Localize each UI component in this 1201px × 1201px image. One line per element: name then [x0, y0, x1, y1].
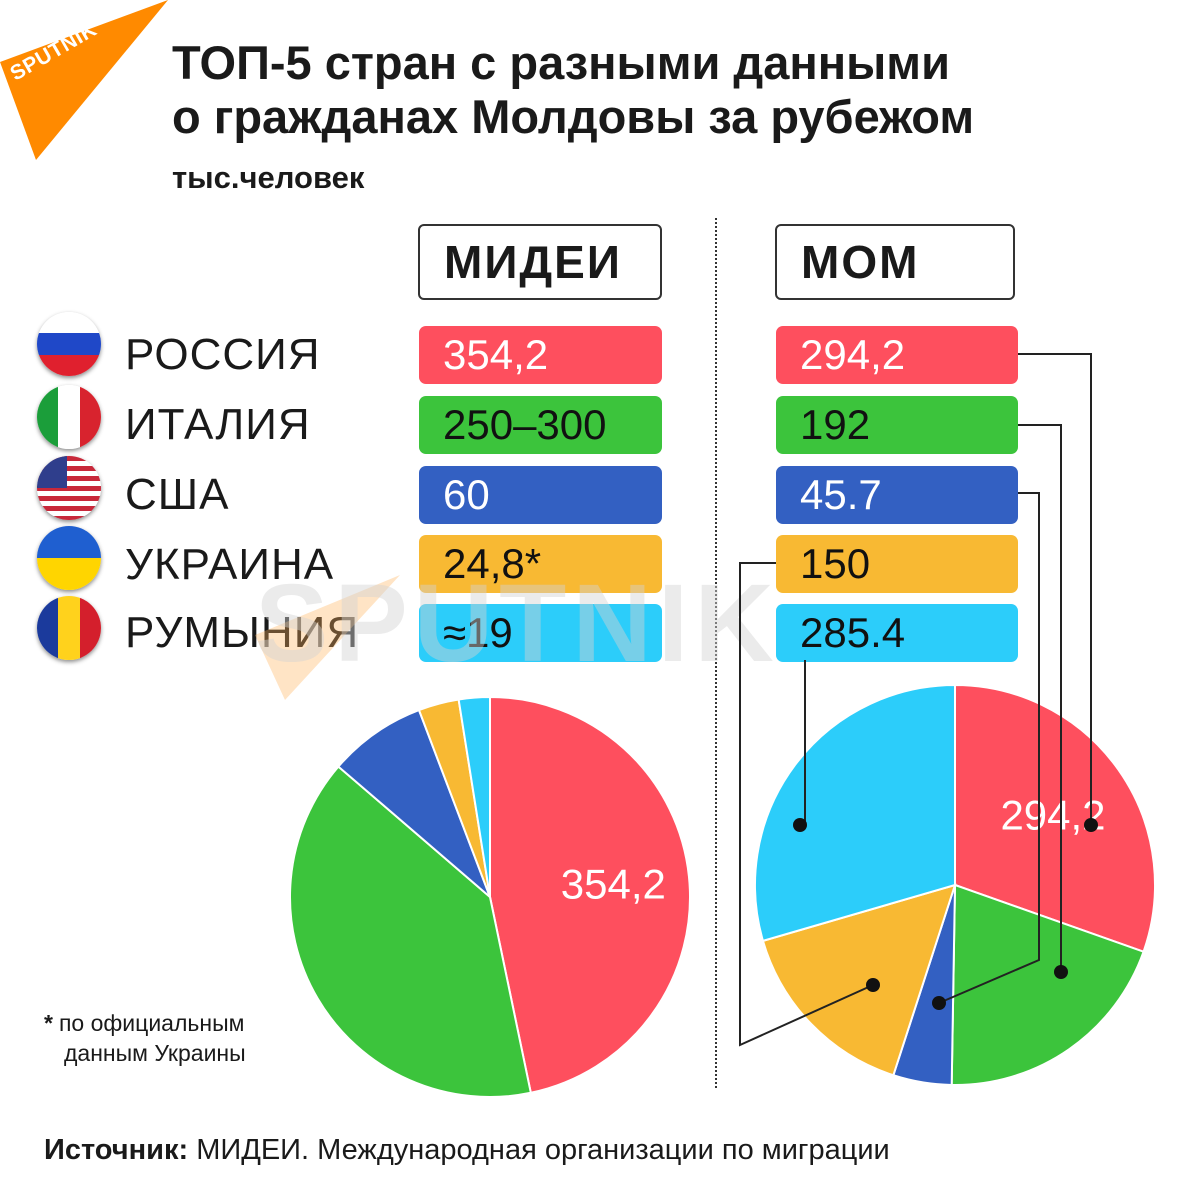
connector-ukraine	[739, 562, 874, 1047]
column-header-midei: МИДЕИ	[418, 224, 662, 300]
country-italy: ИТАЛИЯ	[125, 400, 311, 449]
title-line-1: ТОП-5 стран с разными данными	[172, 36, 950, 89]
pie-slice-russia	[489, 695, 691, 1094]
pie-slice-ukraine	[761, 883, 957, 1077]
midei-value-italy: 250–300	[419, 396, 662, 454]
connector-russia	[1018, 353, 1092, 825]
footnote-line-1: по официальным	[58, 1010, 245, 1036]
country-russia: РОССИЯ	[125, 330, 321, 379]
pie-slice-italy	[289, 765, 533, 1098]
pie-slice-romania	[754, 683, 956, 943]
country-romania: РУМЫНИЯ	[125, 608, 360, 657]
midei-value-russia: 354,2	[419, 326, 662, 384]
connector-italy	[1018, 424, 1062, 972]
country-usa: США	[125, 470, 230, 519]
connector-dot-usa	[932, 996, 946, 1010]
chart-title: ТОП-5 стран с разными данными о граждана…	[172, 36, 1172, 144]
column-divider	[715, 218, 717, 1088]
pie-slice-italy	[950, 883, 1145, 1086]
midei-value-usa: 60	[419, 466, 662, 524]
connector-usa	[938, 492, 1040, 1004]
source-text: МИДЕИ. Международная организации по мигр…	[188, 1134, 890, 1166]
romania-flag-icon	[37, 596, 101, 660]
mom-value-ukraine: 150	[776, 535, 1018, 593]
connector-dot-italy	[1054, 965, 1068, 979]
pie-chart-mom: 294,2	[754, 683, 1156, 1086]
source-note: Источник: МИДЕИ. Международная организац…	[44, 1134, 890, 1167]
pie-slice-usa	[336, 708, 491, 898]
sputnik-logo	[0, 0, 168, 160]
pie-slice-romania	[457, 695, 491, 898]
country-ukraine: УКРАИНА	[125, 540, 335, 589]
connector-dot-romania	[793, 818, 807, 832]
unit-subtitle: тыс.человек	[172, 160, 365, 195]
italy-flag-icon	[37, 385, 101, 449]
pie-slice-russia	[954, 683, 1156, 954]
footnote-line-2: данным Украины	[64, 1040, 246, 1066]
column-header-mom: МОМ	[775, 224, 1015, 300]
mom-value-russia: 294,2	[776, 326, 1018, 384]
watermark-logo-icon	[255, 575, 400, 700]
connector-dot-russia	[1084, 818, 1098, 832]
mom-value-romania: 285.4	[776, 604, 1018, 662]
mom-value-usa: 45.7	[776, 466, 1018, 524]
midei-value-ukraine: 24,8*	[419, 535, 662, 593]
pie-data-label-russia: 354,2	[561, 860, 666, 907]
mom-value-italy: 192	[776, 396, 1018, 454]
source-label: Источник:	[44, 1134, 189, 1166]
russia-flag-icon	[37, 312, 101, 376]
footnote-star: *	[44, 1010, 53, 1036]
footnote: * по официальным данным Украины	[44, 1008, 246, 1068]
usa-flag-icon	[37, 456, 101, 520]
midei-value-romania: ≈19	[419, 604, 662, 662]
pie-chart-midei: 354,2	[289, 695, 691, 1098]
connector-dot-ukraine	[866, 978, 880, 992]
title-line-2: о гражданах Молдовы за рубежом	[172, 90, 975, 143]
